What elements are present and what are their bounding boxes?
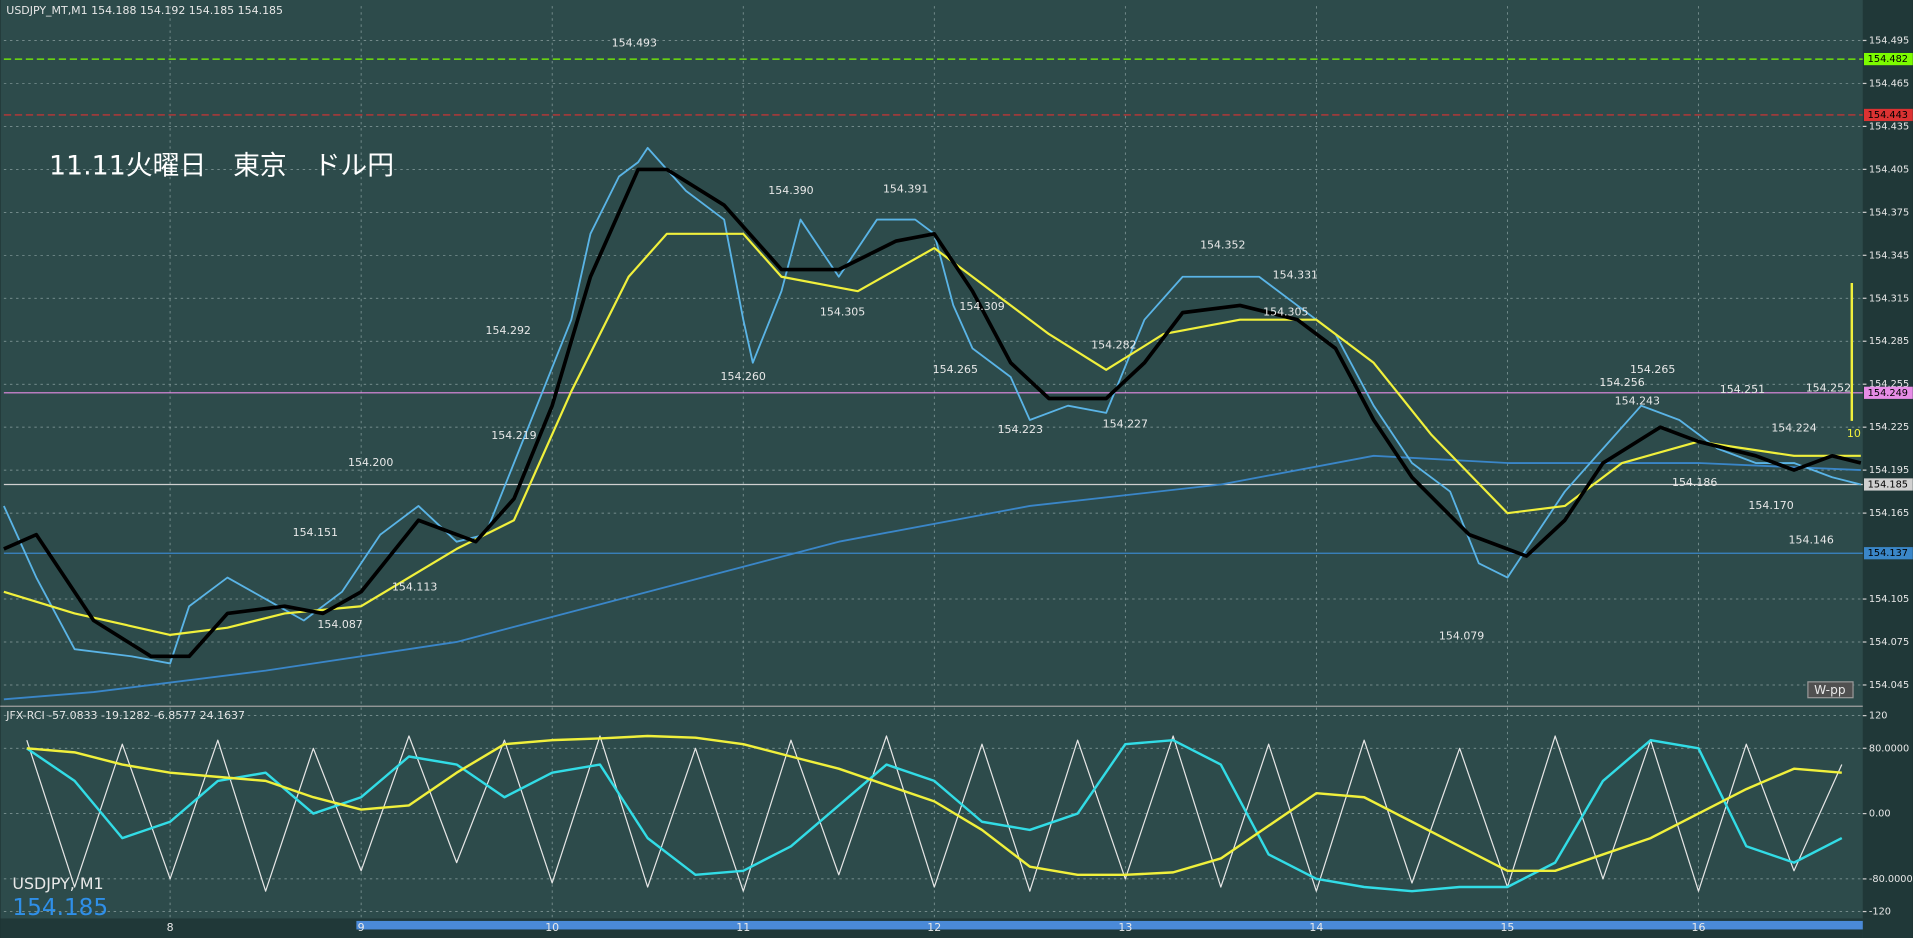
y-tick-label: 154.045 bbox=[1869, 680, 1909, 691]
price-axis bbox=[1862, 0, 1913, 938]
price-annotation: 154.223 bbox=[998, 423, 1043, 436]
level-tag bbox=[1864, 52, 1913, 66]
price-label: 154.185 bbox=[12, 894, 108, 921]
scrollbar[interactable] bbox=[356, 920, 1863, 930]
price-annotation: 154.227 bbox=[1103, 417, 1148, 430]
level-tag bbox=[1864, 108, 1913, 122]
price-annotation: 154.305 bbox=[1263, 306, 1308, 319]
price-annotation: 154.224 bbox=[1771, 422, 1816, 435]
price-annotation: 154.390 bbox=[768, 184, 813, 197]
price-annotation: 154.256 bbox=[1599, 376, 1644, 389]
y-tick-label: 154.315 bbox=[1869, 293, 1909, 304]
annotation-title: 11.11火曜日 東京 ドル円 bbox=[49, 151, 394, 182]
level-tag bbox=[1864, 478, 1913, 491]
price-annotation: 154.251 bbox=[1720, 383, 1765, 396]
price-annotation: 154.151 bbox=[293, 526, 338, 539]
level-label: 154.443 bbox=[1868, 110, 1908, 121]
x-tick-label: 14 bbox=[1309, 921, 1323, 934]
price-annotation: 154.243 bbox=[1615, 394, 1660, 407]
y-tick-label: -120 bbox=[1869, 907, 1891, 918]
price-annotation: 154.265 bbox=[1630, 363, 1675, 376]
y-tick-label: 154.495 bbox=[1869, 35, 1909, 46]
x-tick-label: 12 bbox=[927, 921, 941, 934]
price-annotation: 154.113 bbox=[392, 581, 437, 594]
price-annotation: 154.170 bbox=[1748, 499, 1793, 512]
y-tick-label: 154.405 bbox=[1869, 164, 1909, 175]
price-annotation: 154.493 bbox=[612, 36, 657, 49]
y-tick-label: 154.075 bbox=[1869, 637, 1909, 648]
y-tick-label: 154.165 bbox=[1869, 508, 1909, 519]
price-annotation: 154.282 bbox=[1091, 339, 1136, 352]
y-tick-label: 154.255 bbox=[1869, 379, 1909, 390]
series-line bbox=[3, 146, 1862, 665]
price-annotation: 154.309 bbox=[959, 300, 1004, 313]
price-annotation: 154.292 bbox=[486, 324, 531, 337]
y-tick-label: 80.0000 bbox=[1869, 743, 1909, 754]
price-annotation: 154.331 bbox=[1273, 268, 1318, 281]
level-label: 154.185 bbox=[1868, 479, 1908, 490]
price-annotation: 154.391 bbox=[883, 182, 928, 195]
price-annotation: 154.186 bbox=[1672, 476, 1717, 489]
y-tick-label: 154.345 bbox=[1869, 250, 1909, 261]
price-annotation: 154.219 bbox=[491, 429, 536, 442]
level-label: 154.137 bbox=[1868, 548, 1908, 559]
series-line bbox=[3, 232, 1861, 636]
symbol-label: USDJPY, M1 bbox=[12, 874, 103, 893]
level-label: 154.249 bbox=[1868, 388, 1908, 399]
y-tick-label: 120 bbox=[1869, 711, 1888, 722]
price-annotation: 154.260 bbox=[721, 370, 766, 383]
marker-label: 10 bbox=[1847, 427, 1861, 440]
badge-box bbox=[1807, 681, 1854, 699]
indicator-header: JFX-RCI -57.0833 -19.1282 -6.8577 24.163… bbox=[5, 709, 245, 722]
x-tick-label: 16 bbox=[1691, 921, 1705, 934]
level-tag bbox=[1864, 547, 1913, 560]
x-tick-label: 13 bbox=[1118, 921, 1132, 934]
x-tick-label: 8 bbox=[167, 921, 174, 934]
level-label: 154.482 bbox=[1868, 54, 1908, 65]
x-tick-label: 9 bbox=[358, 921, 365, 934]
series-line bbox=[3, 454, 1861, 701]
header: USDJPY_MT,M1 154.188 154.192 154.185 154… bbox=[6, 4, 283, 17]
series-line bbox=[26, 734, 1842, 877]
y-tick-label: 154.195 bbox=[1869, 465, 1909, 476]
x-tick-label: 10 bbox=[545, 921, 559, 934]
level-tag bbox=[1864, 386, 1913, 399]
y-tick-label: 0.00 bbox=[1869, 809, 1891, 820]
price-annotation: 154.265 bbox=[933, 363, 978, 376]
y-tick-label: 154.465 bbox=[1869, 78, 1909, 89]
y-tick-label: 154.225 bbox=[1869, 422, 1909, 433]
y-tick-label: 154.105 bbox=[1869, 594, 1909, 605]
x-tick-label: 15 bbox=[1500, 921, 1514, 934]
price-annotation: 154.305 bbox=[820, 306, 865, 319]
price-annotation: 154.087 bbox=[317, 618, 362, 631]
y-tick-label: 154.285 bbox=[1869, 336, 1909, 347]
price-annotation: 154.200 bbox=[348, 456, 393, 469]
y-tick-label: 154.435 bbox=[1869, 121, 1909, 132]
price-annotation: 154.146 bbox=[1789, 533, 1834, 546]
price-annotation: 154.352 bbox=[1200, 238, 1245, 251]
x-tick-label: 11 bbox=[736, 921, 750, 934]
price-annotation: 154.079 bbox=[1439, 629, 1484, 642]
series-line bbox=[3, 167, 1862, 659]
badge: W-pp bbox=[1814, 683, 1846, 697]
y-tick-label: 154.375 bbox=[1869, 207, 1909, 218]
y-tick-label: -80.0000 bbox=[1869, 874, 1913, 885]
price-annotation: 154.252 bbox=[1806, 382, 1851, 395]
series-line bbox=[26, 735, 1843, 892]
